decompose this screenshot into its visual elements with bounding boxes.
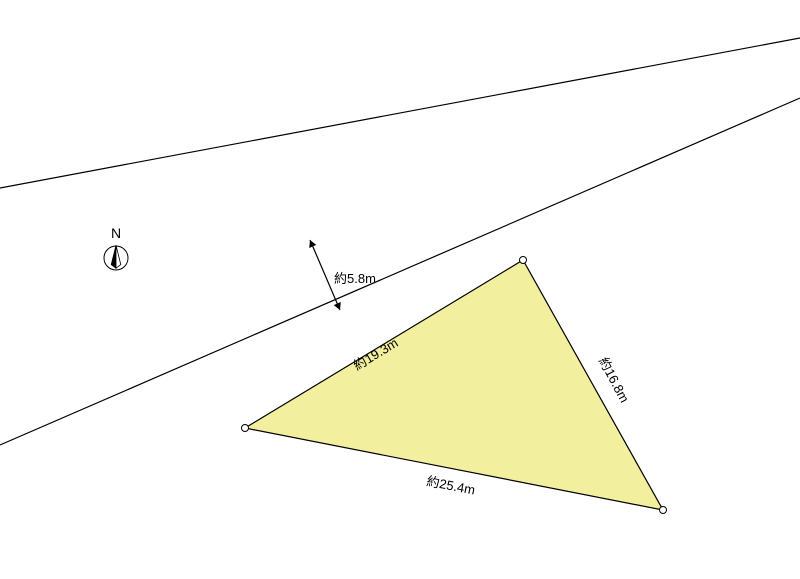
parcel-vertex-0 <box>242 425 249 432</box>
parcel-vertex-1 <box>520 257 527 264</box>
label-setback: 約5.8m <box>334 271 376 286</box>
compass-label: N <box>111 225 121 241</box>
canvas-background <box>0 0 800 579</box>
parcel-vertex-2 <box>660 507 667 514</box>
